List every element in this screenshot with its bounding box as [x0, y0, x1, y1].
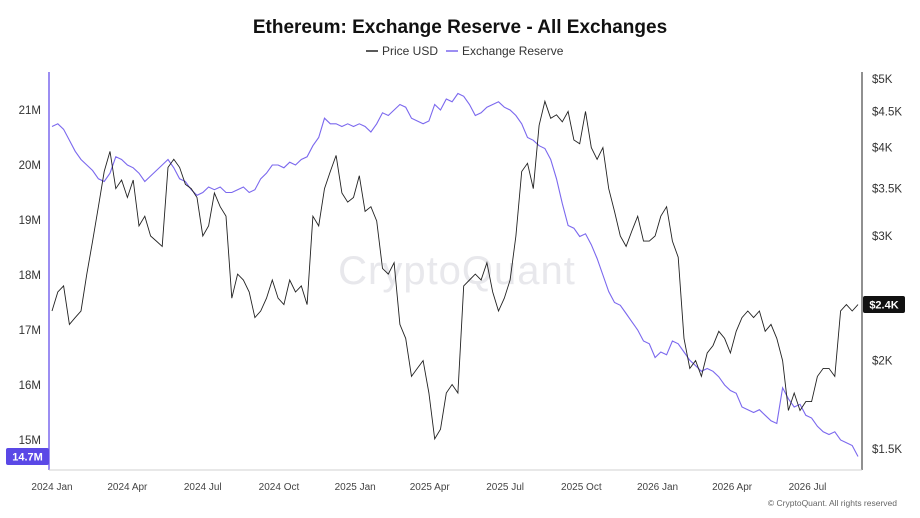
left-axis-ticks: 15M 16M 17M 18M 19M 20M 21M: [19, 105, 41, 447]
x-tick-label: 2026 Jan: [637, 482, 678, 493]
left-tick-label: 20M: [19, 160, 41, 172]
x-tick-label: 2024 Jan: [31, 482, 72, 493]
right-tick-label: $5K: [872, 74, 893, 86]
right-tick-label: $3.5K: [872, 184, 902, 196]
x-tick-label: 2025 Apr: [410, 482, 451, 493]
left-tick-label: 18M: [19, 270, 41, 282]
badge-reserve-box: [6, 448, 49, 465]
x-tick-label: 2026 Jul: [789, 482, 827, 493]
right-axis-ticks: $1.5K $2K $3K $3.5K $4K $4.5K $5K: [872, 74, 902, 456]
legend: Price USD Exchange Reserve: [366, 44, 564, 58]
legend-item-reserve[interactable]: Exchange Reserve: [446, 44, 564, 58]
right-tick-label: $3K: [872, 231, 893, 243]
left-tick-label: 17M: [19, 325, 41, 337]
badge-price-box: [863, 296, 905, 314]
x-tick-label: 2024 Oct: [259, 482, 300, 493]
left-tick-label: 15M: [19, 435, 41, 447]
right-tick-label: $4.5K: [872, 106, 902, 118]
chart-title: Ethereum: Exchange Reserve - All Exchang…: [253, 17, 667, 38]
badge-price-current: $2.4K: [863, 296, 905, 314]
x-tick-label: 2026 Apr: [712, 482, 753, 493]
left-tick-label: 21M: [19, 105, 41, 117]
badge-price-label: $2.4K: [869, 300, 898, 312]
legend-item-price[interactable]: Price USD: [366, 44, 438, 58]
series-line-price-usd: [51, 99, 859, 441]
copyright-credit: © CryptoQuant. All rights reserved: [768, 498, 897, 508]
badge-reserve-label: 14.7M: [12, 452, 43, 464]
right-tick-label: $1.5K: [872, 444, 902, 456]
badge-reserve-current: 14.7M: [6, 448, 49, 465]
watermark: CryptoQuant: [338, 249, 576, 293]
legend-label-reserve: Exchange Reserve: [462, 44, 564, 58]
left-tick-label: 16M: [19, 380, 41, 392]
series-line-exchange-reserve: [51, 92, 859, 457]
x-tick-label: 2025 Oct: [561, 482, 602, 493]
legend-label-price: Price USD: [382, 44, 438, 58]
right-tick-label: $4K: [872, 143, 893, 155]
x-tick-label: 2024 Apr: [107, 482, 148, 493]
left-tick-label: 19M: [19, 215, 41, 227]
x-tick-label: 2025 Jul: [486, 482, 524, 493]
right-tick-label: $2K: [872, 356, 893, 368]
x-axis-ticks: 2024 Jan 2024 Apr 2024 Jul 2024 Oct 2025 Jan…: [31, 482, 826, 493]
x-tick-label: 2024 Jul: [184, 482, 222, 493]
x-tick-label: 2025 Jan: [335, 482, 376, 493]
